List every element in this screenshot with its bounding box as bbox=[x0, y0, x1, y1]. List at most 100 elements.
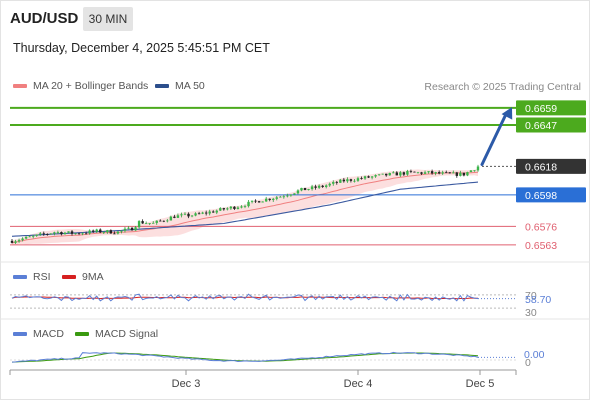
legend-label: MA 50 bbox=[175, 80, 205, 92]
candle-body bbox=[46, 233, 49, 235]
forecast-arrow bbox=[480, 107, 513, 166]
candle-body bbox=[363, 176, 367, 179]
candle-body bbox=[130, 227, 134, 231]
candle-body bbox=[455, 172, 459, 176]
candle-body bbox=[10, 240, 14, 243]
candle-body bbox=[201, 212, 204, 214]
macd-panel bbox=[10, 351, 516, 363]
candle-body bbox=[127, 227, 130, 229]
candle-body bbox=[385, 173, 388, 176]
candle-body bbox=[392, 172, 395, 174]
candle-body bbox=[28, 236, 31, 238]
candle-body bbox=[14, 241, 17, 243]
candle-body bbox=[229, 206, 233, 209]
candle-body bbox=[459, 172, 462, 176]
candle-body bbox=[63, 232, 67, 235]
candle-body bbox=[328, 183, 331, 186]
candle-body bbox=[356, 178, 360, 181]
candle-body bbox=[300, 187, 303, 191]
support-level-label: 0.6576 bbox=[525, 221, 557, 233]
candle-body bbox=[413, 171, 416, 173]
candle-body bbox=[88, 230, 91, 234]
forecast-arrow-shaft bbox=[480, 112, 508, 166]
macd-value-label: 0.00 bbox=[524, 349, 545, 361]
candle-body bbox=[24, 236, 28, 239]
candle-body bbox=[339, 179, 342, 183]
candle-body bbox=[120, 230, 123, 232]
candle-body bbox=[99, 229, 102, 233]
candle-body bbox=[183, 213, 187, 215]
candle-body bbox=[233, 206, 236, 209]
candle-body bbox=[314, 186, 317, 188]
candle-body bbox=[208, 211, 211, 214]
legend-ma20-bollinger: MA 20 + Bollinger Bands bbox=[13, 80, 148, 92]
legend-swatch bbox=[13, 275, 27, 279]
candle-body bbox=[109, 230, 113, 234]
candle-body bbox=[409, 170, 413, 172]
copyright-text: Research © 2025 Trading Central bbox=[424, 81, 581, 93]
resistance-level-tag bbox=[516, 100, 586, 116]
candle-body bbox=[441, 172, 444, 174]
candle-body bbox=[190, 215, 194, 217]
candle-body bbox=[462, 172, 466, 176]
candle-body bbox=[243, 206, 247, 207]
candle-body bbox=[353, 180, 356, 182]
candle-body bbox=[53, 232, 56, 234]
candle-body bbox=[427, 171, 430, 173]
candle-body bbox=[367, 176, 370, 178]
candle-body bbox=[310, 186, 314, 190]
candle-body bbox=[240, 206, 243, 208]
resistance-level-label: 0.6647 bbox=[525, 120, 557, 132]
candle-body bbox=[289, 194, 293, 196]
candle-body bbox=[74, 233, 77, 235]
legend-swatch bbox=[75, 332, 89, 336]
candle-body bbox=[144, 223, 148, 225]
legend-ma50: MA 50 bbox=[155, 80, 205, 92]
candle-body bbox=[307, 189, 310, 191]
candle-body bbox=[370, 176, 374, 178]
candle-body bbox=[106, 230, 109, 233]
candle-body bbox=[70, 231, 74, 234]
pivot-level-tag bbox=[516, 187, 586, 203]
last-level-label: 0.6618 bbox=[525, 161, 557, 173]
timestamp: Thursday, December 4, 2025 5:45:51 PM CE… bbox=[13, 41, 270, 55]
candle-body bbox=[162, 220, 166, 222]
candle-body bbox=[173, 216, 176, 218]
legend-macd-signal: MACD Signal bbox=[75, 328, 158, 340]
candle-body bbox=[39, 233, 42, 235]
candle-body bbox=[416, 172, 420, 174]
rsi-9ma-line bbox=[11, 296, 478, 300]
candle-body bbox=[388, 172, 391, 176]
candle-body bbox=[236, 207, 240, 209]
timeframe-button[interactable]: 30 MIN bbox=[83, 7, 133, 31]
candle-body bbox=[420, 172, 423, 174]
rsi-line bbox=[11, 293, 479, 302]
candle-body bbox=[469, 170, 473, 173]
rsi-level-label: 70 bbox=[525, 290, 537, 302]
candle-body bbox=[159, 220, 162, 222]
candle-body bbox=[452, 172, 455, 174]
candle-body bbox=[399, 172, 402, 176]
macd-line bbox=[11, 351, 479, 363]
candle-body bbox=[77, 233, 81, 235]
candle-body bbox=[264, 198, 268, 202]
candle-body bbox=[204, 212, 208, 214]
candle-body bbox=[254, 200, 257, 202]
candle-body bbox=[296, 190, 300, 194]
candle-body bbox=[279, 196, 282, 198]
legend-swatch bbox=[155, 84, 169, 88]
price-levels: 0.6659 0.6647 0.6618 0.6598 0.6576 0.6563 bbox=[10, 100, 586, 252]
candle-body bbox=[123, 228, 127, 231]
legend-swatch bbox=[13, 332, 27, 336]
candle-body bbox=[275, 197, 278, 199]
rsi-level-label: 30 bbox=[525, 307, 537, 319]
legend-label: MACD bbox=[33, 328, 64, 340]
candle-body bbox=[395, 172, 399, 176]
candle-body bbox=[152, 222, 155, 224]
candle-body bbox=[187, 213, 190, 217]
candle-body bbox=[349, 179, 353, 181]
legend-rsi: RSI bbox=[13, 271, 51, 283]
candle-body bbox=[212, 211, 215, 213]
last-level-tag bbox=[516, 158, 586, 174]
